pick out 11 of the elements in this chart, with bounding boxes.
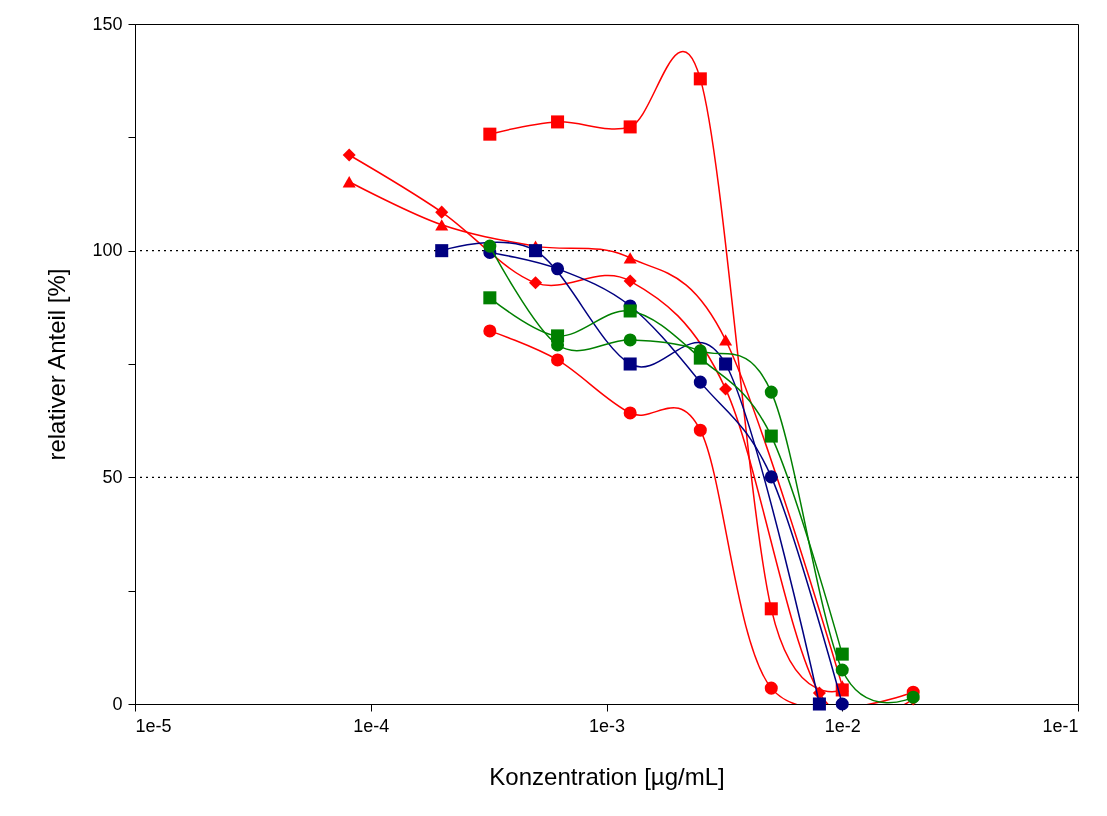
x-tick-label: 1e-2	[824, 715, 861, 736]
x-axis-title: Konzentration [µg/mL]	[489, 762, 725, 790]
y-tick-label: 150	[92, 13, 123, 34]
y-axis-title: relativer Anteil [%]	[43, 268, 71, 461]
x-tick-label: 1e-3	[588, 715, 626, 736]
y-tick-label: 100	[92, 240, 123, 261]
y-tick-label: 0	[112, 693, 123, 714]
x-tick-label: 1e-5	[135, 715, 172, 736]
x-tick-label: 1e-4	[353, 715, 390, 736]
y-tick-label: 50	[102, 466, 123, 487]
x-tick-label: 1e-1	[1042, 715, 1079, 736]
